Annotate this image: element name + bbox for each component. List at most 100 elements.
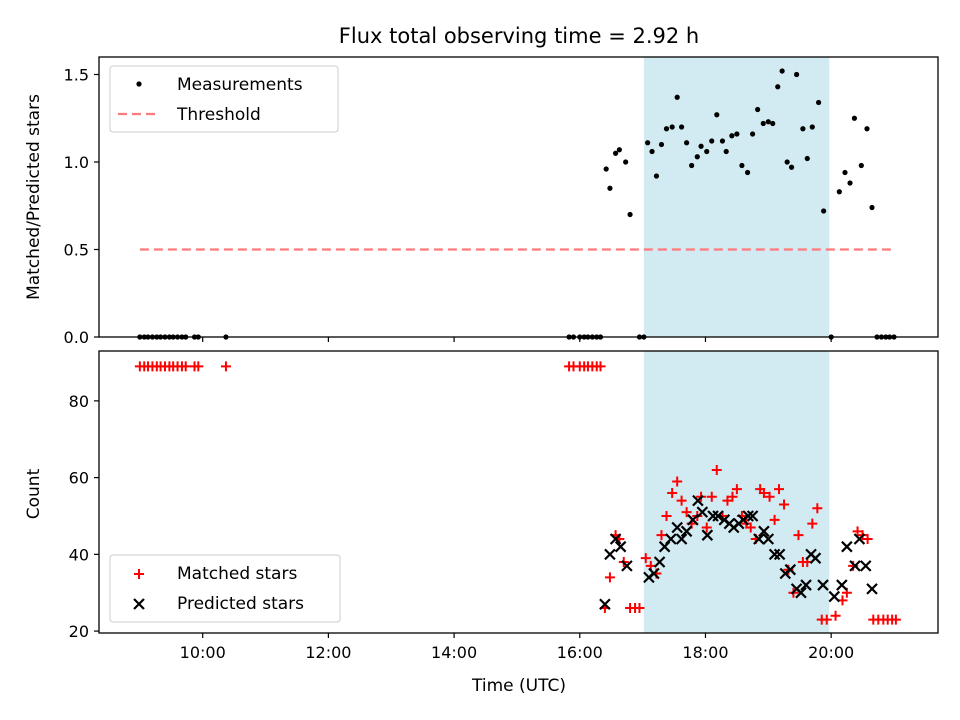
measurement-point <box>669 124 675 130</box>
ratio-plot-frame <box>98 56 939 338</box>
count-y-tick-label: 80 <box>69 392 89 411</box>
ratio-y-axis-label: Matched/Predicted stars <box>24 94 44 300</box>
predicted-star-point <box>599 598 611 611</box>
measurement-point <box>755 106 761 113</box>
axes: 10:00 12:00 14:00 16:00 18:00 20:00 0.0 0.5 1.0 1… <box>64 56 939 662</box>
count-plot-frame <box>98 350 939 634</box>
measurement-point <box>627 211 633 218</box>
matched-star-point <box>656 530 667 541</box>
matched-star-point <box>640 553 651 564</box>
matched-star-point <box>769 514 780 525</box>
predicted-star-point <box>841 540 853 553</box>
predicted-star-point <box>859 560 872 572</box>
matched-star-point <box>711 464 722 475</box>
predicted-star-point <box>817 579 829 591</box>
measurement-point <box>603 166 609 172</box>
predicted-star-point <box>753 533 765 545</box>
measurement-point <box>750 131 756 137</box>
x-tick-label: 16:00 <box>557 643 603 662</box>
predicted-star-point <box>665 533 677 545</box>
matched-star-point <box>862 534 873 544</box>
measurement-point <box>800 126 806 132</box>
matched-star-point <box>193 361 204 372</box>
measurement-point <box>869 204 875 211</box>
ratio-y-tick-label: 0.5 <box>64 241 89 260</box>
measurement-point <box>694 154 700 160</box>
matched-star-point <box>722 495 733 506</box>
measurement-point <box>770 120 776 127</box>
matched-star-point <box>758 487 769 498</box>
measurement-point <box>714 112 720 118</box>
legend-matched-marker <box>134 569 144 579</box>
measurement-point <box>804 155 810 162</box>
matched-star-point <box>764 491 775 502</box>
predicted-star-point <box>680 525 693 538</box>
measurement-point <box>836 189 842 195</box>
measurement-point <box>663 126 670 132</box>
measurement-point <box>729 133 735 139</box>
legend-matched-label: Matched stars <box>177 564 297 584</box>
measurement-point <box>623 159 629 165</box>
measurement-point <box>698 143 704 149</box>
measurement-point <box>719 138 726 144</box>
measurement-point <box>744 169 751 176</box>
measurement-point <box>645 140 651 146</box>
predicted-star-point <box>828 590 841 603</box>
matched-star-point <box>220 361 231 372</box>
matched-star-point <box>852 526 863 537</box>
measurement-point <box>809 124 815 130</box>
x-tick-label: 14:00 <box>431 643 477 662</box>
predicted-star-point <box>809 552 822 564</box>
predicted-star-point <box>707 510 719 522</box>
measurement-point <box>864 126 870 132</box>
x-tick-label: 12:00 <box>305 643 351 662</box>
legends: Measurements Threshold Matched stars Predic… <box>109 65 341 623</box>
matched-star-point <box>661 510 672 521</box>
measurement-point <box>709 138 715 144</box>
x-tick-label: 10:00 <box>180 643 226 662</box>
predicted-star-point <box>866 583 878 595</box>
predicted-star-point <box>696 506 709 518</box>
matched-star-point <box>807 518 818 529</box>
predicted-star-point <box>746 510 759 522</box>
measurement-point <box>607 185 613 191</box>
matched-star-point <box>779 499 790 510</box>
matched-star-point <box>731 484 742 495</box>
legend-measurements-marker <box>136 81 142 87</box>
measurement-point <box>815 99 822 106</box>
predicted-star-point <box>653 556 666 568</box>
count-y-tick-label: 20 <box>69 622 89 641</box>
predicted-star-point <box>762 533 775 545</box>
predicted-star-point <box>773 548 786 561</box>
matched-star-point <box>672 476 683 487</box>
predicted-star-point <box>849 560 861 572</box>
predicted-star-point <box>836 579 848 591</box>
measurement-point <box>842 169 848 176</box>
matched-star-point <box>793 530 804 541</box>
measurement-point <box>658 141 665 148</box>
predicted-star-point <box>648 567 660 580</box>
measurement-point <box>674 94 680 100</box>
matched-star-point <box>604 572 615 583</box>
predicted-star-point <box>712 510 724 522</box>
matched-star-point <box>773 484 784 495</box>
measurement-point <box>734 131 740 137</box>
matched-star-point <box>745 522 756 533</box>
count-legend <box>109 554 341 623</box>
predicted-star-point <box>621 560 633 572</box>
count-y-tick-label: 60 <box>69 469 89 488</box>
measurement-point <box>784 159 790 165</box>
measurement-point <box>775 84 781 90</box>
measurement-point <box>689 162 695 169</box>
legend-measurements-label: Measurements <box>177 75 303 95</box>
ratio-y-tick-label: 1.5 <box>64 66 89 85</box>
measurement-point <box>612 150 619 156</box>
predicted-star-point <box>604 548 616 561</box>
legend-threshold-label: Threshold <box>176 105 261 125</box>
matched-star-point <box>701 522 712 533</box>
count-y-tick-label: 40 <box>69 545 89 564</box>
predicted-star-point <box>795 586 807 599</box>
ratio-y-tick-label: 1.0 <box>64 153 89 172</box>
matched-star-point <box>595 361 606 372</box>
